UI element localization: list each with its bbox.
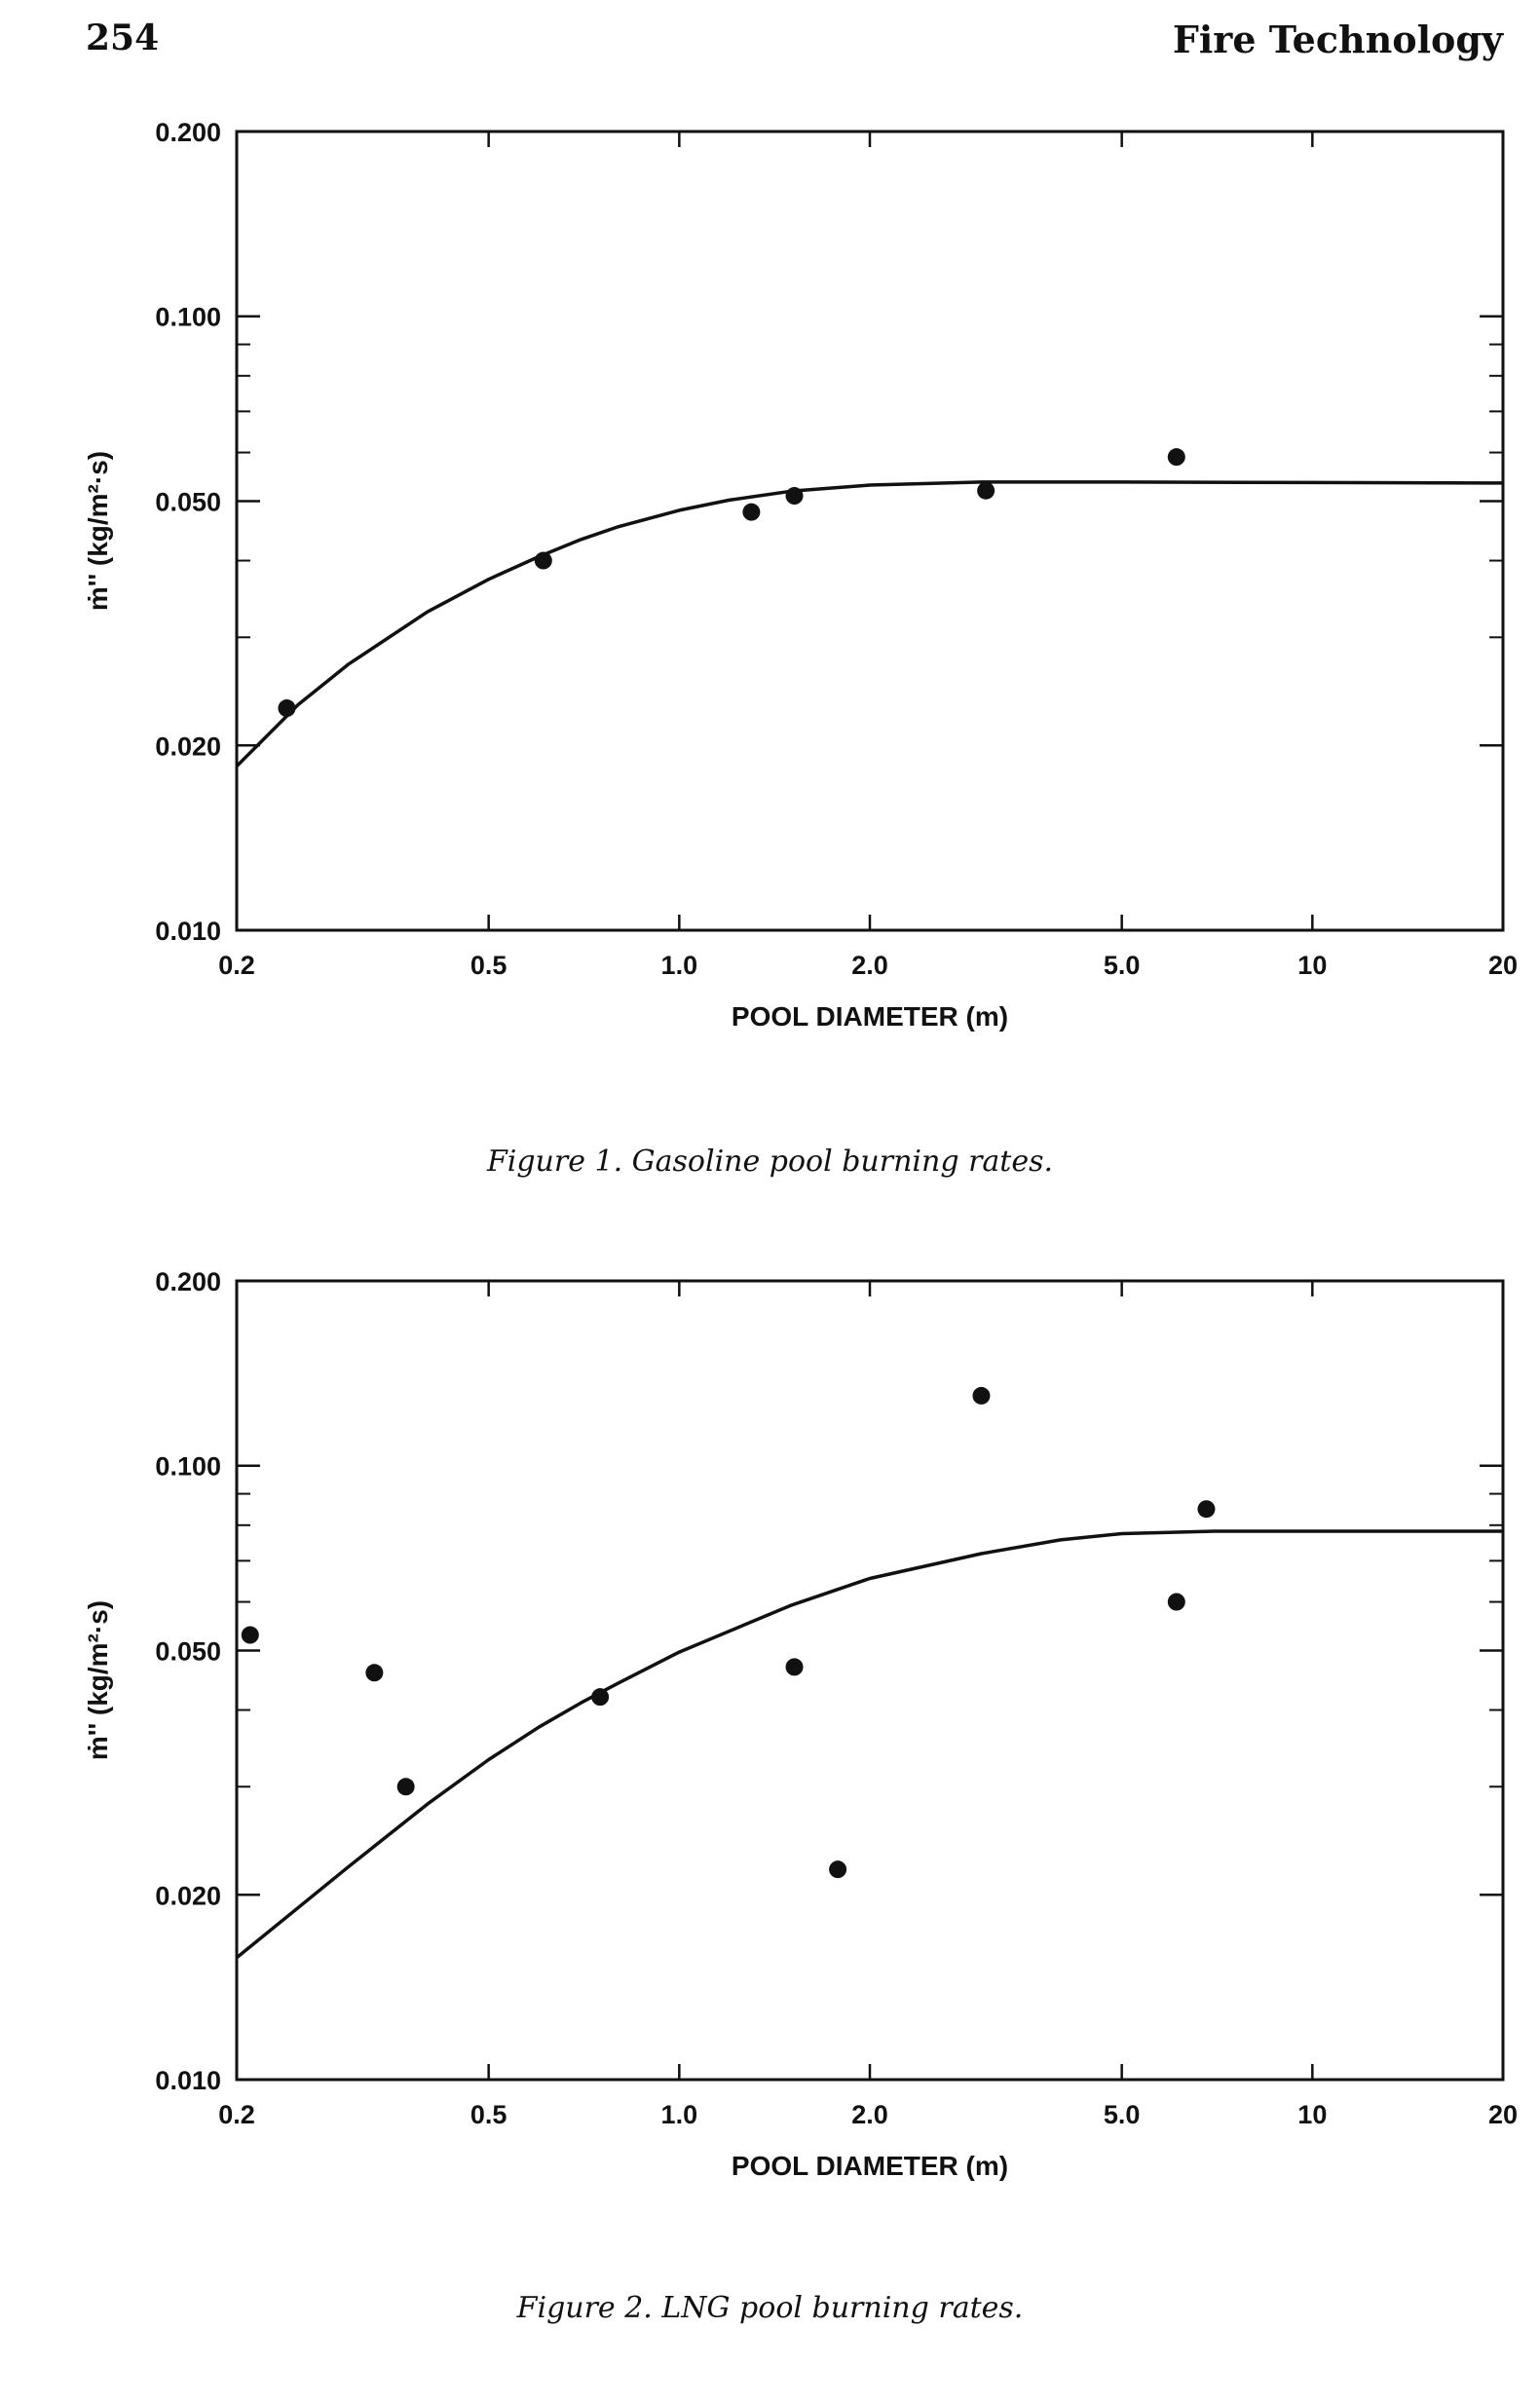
x-axis-title: POOL DIAMETER (m) [732,2151,1008,2181]
y-tick-label: 0.050 [155,487,221,516]
x-tick-label: 2.0 [851,951,888,980]
x-tick-label: 20 [1488,951,1518,980]
data-point [977,481,995,500]
data-point [396,1778,415,1796]
x-tick-label: 10 [1297,951,1327,980]
figure-1-chart: 0.2 0.5 1.0 2.0 5.0 10 20 0.010 0.020 0.050 0.100 0… [83,118,1518,1032]
x-tick-label: 0.5 [470,2100,507,2129]
page-number: 254 [86,18,160,58]
data-point [1197,1500,1216,1519]
data-point [829,1860,847,1879]
x-tick-label: 0.5 [470,951,507,980]
x-axis-title: POOL DIAMETER (m) [732,1001,1008,1032]
data-point [785,1658,804,1676]
figure-2-caption: Figure 2. LNG pool burning rates. [516,2291,1024,2325]
data-point [1167,448,1185,467]
x-tick-label: 1.0 [661,951,698,980]
figure-2-chart: 0.2 0.5 1.0 2.0 5.0 10 20 0.010 0.020 0.050 0.100 0… [83,1267,1518,2181]
x-tick-label: 20 [1488,2100,1518,2129]
data-point [742,503,761,521]
y-axis-title: ṁ'' (kg/m²·s) [83,451,113,611]
y-tick-label: 0.100 [155,1452,221,1482]
x-tick-label: 5.0 [1104,951,1141,980]
data-point [534,551,552,570]
data-point [972,1386,991,1405]
data-point [785,487,804,506]
y-tick-label: 0.020 [155,732,221,761]
y-tick-label: 0.200 [155,118,221,147]
x-tick-label: 1.0 [661,2100,698,2129]
x-tick-label: 0.2 [218,2100,255,2129]
data-point [241,1626,259,1644]
figure-1-caption: Figure 1. Gasoline pool burning rates. [486,1145,1054,1179]
data-point [591,1688,610,1707]
data-point [278,699,296,718]
x-tick-label: 10 [1297,2100,1327,2129]
y-tick-label: 0.200 [155,1267,221,1296]
plot-frame [235,1279,1505,2082]
plot-frame [235,130,1505,932]
y-axis-title: ṁ'' (kg/m²·s) [83,1600,113,1760]
x-tick-label: 0.2 [218,951,255,980]
data-point [1167,1593,1185,1611]
y-tick-label: 0.050 [155,1636,221,1666]
y-tick-label: 0.100 [155,303,221,332]
y-tick-label: 0.010 [155,917,221,946]
x-tick-label: 2.0 [851,2100,888,2129]
y-tick-label: 0.020 [155,1881,221,1910]
y-tick-label: 0.010 [155,2066,221,2095]
fit-curve [235,480,1504,768]
x-tick-label: 5.0 [1104,2100,1141,2129]
journal-title: Fire Technology [1172,18,1503,61]
fit-curve [235,1529,1503,1960]
data-point [365,1664,384,1682]
